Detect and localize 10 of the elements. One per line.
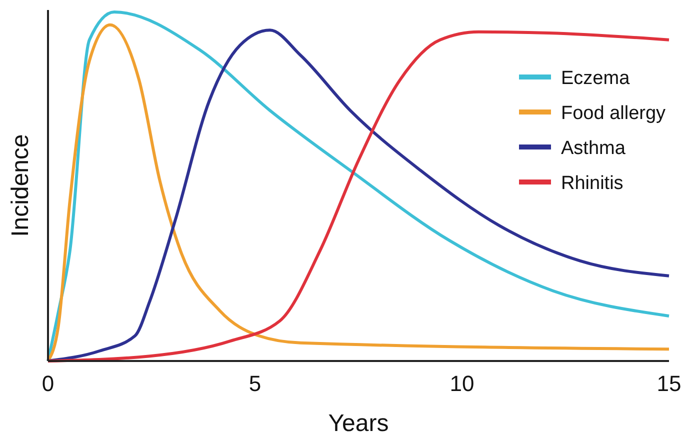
x-tick-label: 10 [450,371,474,396]
legend-label: Food allergy [561,103,666,124]
legend-label: Eczema [561,68,630,89]
legend-label: Asthma [561,138,626,159]
y-axis-title: Incidence [7,134,34,237]
legend-label: Rhinitis [561,173,624,194]
x-tick-label: 15 [656,371,682,396]
x-tick-label: 0 [42,371,54,396]
x-tick-label: 5 [248,371,262,396]
x-axis-title: Years [328,410,389,437]
